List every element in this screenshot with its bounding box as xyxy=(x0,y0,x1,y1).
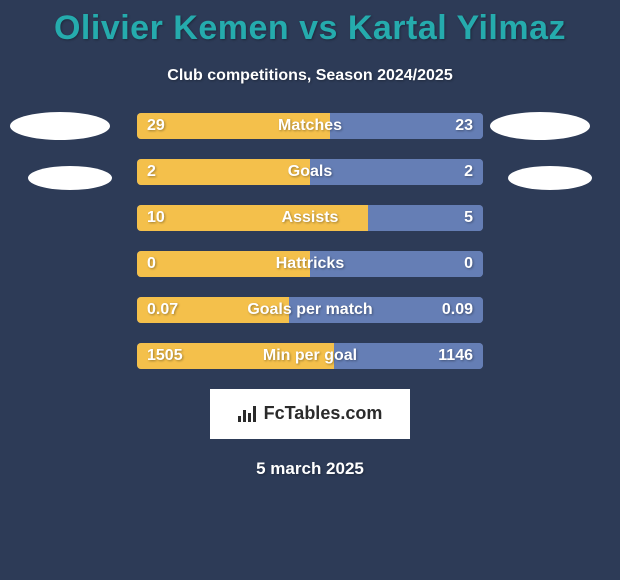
stat-value-right: 2 xyxy=(464,163,473,181)
bar-chart-icon xyxy=(238,406,258,422)
comparison-infographic: Olivier Kemen vs Kartal Yilmaz Club comp… xyxy=(0,0,620,580)
player-right-ellipse-2 xyxy=(508,166,592,190)
stat-label: Assists xyxy=(137,209,483,227)
player-left-ellipse-1 xyxy=(10,112,110,140)
fctables-logo: FcTables.com xyxy=(210,389,410,439)
stat-row: 1505Min per goal1146 xyxy=(137,343,483,369)
subtitle: Club competitions, Season 2024/2025 xyxy=(0,67,620,85)
date-text: 5 march 2025 xyxy=(0,459,620,479)
stat-row: 0Hattricks0 xyxy=(137,251,483,277)
stat-label: Goals per match xyxy=(137,301,483,319)
stat-value-right: 1146 xyxy=(438,347,473,365)
stat-label: Goals xyxy=(137,163,483,181)
stat-label: Hattricks xyxy=(137,255,483,273)
stat-row: 10Assists5 xyxy=(137,205,483,231)
stat-value-right: 5 xyxy=(464,209,473,227)
stat-value-right: 0.09 xyxy=(442,301,473,319)
logo-text: FcTables.com xyxy=(264,403,383,424)
stat-value-right: 23 xyxy=(455,117,473,135)
page-title: Olivier Kemen vs Kartal Yilmaz xyxy=(0,0,620,49)
stat-row: 2Goals2 xyxy=(137,159,483,185)
stat-row: 0.07Goals per match0.09 xyxy=(137,297,483,323)
stat-value-right: 0 xyxy=(464,255,473,273)
player-left-ellipse-2 xyxy=(28,166,112,190)
player-right-ellipse-1 xyxy=(490,112,590,140)
stat-row: 29Matches23 xyxy=(137,113,483,139)
stat-label: Min per goal xyxy=(137,347,483,365)
stats-area: 29Matches232Goals210Assists50Hattricks00… xyxy=(0,113,620,369)
stat-label: Matches xyxy=(137,117,483,135)
stats-list: 29Matches232Goals210Assists50Hattricks00… xyxy=(0,113,620,369)
